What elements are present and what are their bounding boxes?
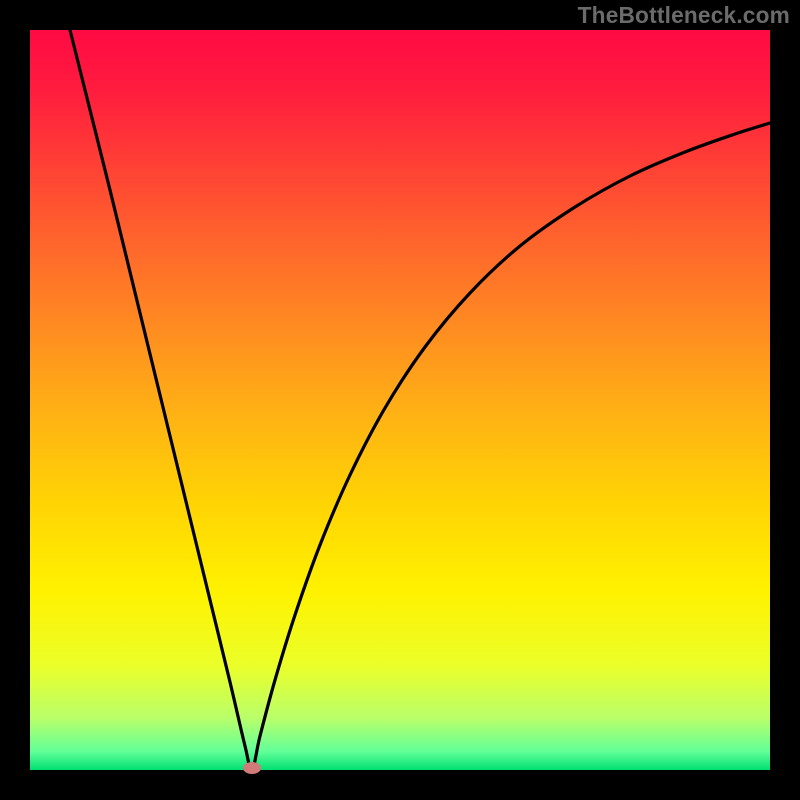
- gradient-background: [30, 30, 770, 770]
- vertex-marker: [243, 762, 261, 774]
- figure-canvas: TheBottleneck.com: [0, 0, 800, 800]
- watermark-text: TheBottleneck.com: [578, 2, 790, 29]
- plot-area: [30, 30, 770, 770]
